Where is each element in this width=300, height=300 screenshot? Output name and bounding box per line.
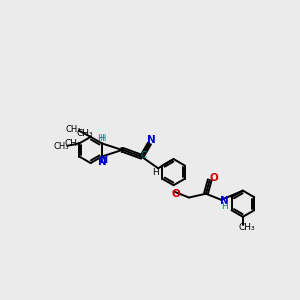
Text: CH₃: CH₃ <box>76 128 93 137</box>
Text: CH₃: CH₃ <box>65 125 81 134</box>
Text: N: N <box>99 155 107 165</box>
Text: N: N <box>98 157 106 167</box>
Text: C: C <box>140 151 146 160</box>
Text: H: H <box>152 168 159 177</box>
Text: O: O <box>209 172 218 182</box>
Text: CH₃: CH₃ <box>54 142 69 151</box>
Text: O: O <box>172 189 180 199</box>
Text: CH₃: CH₃ <box>238 223 255 232</box>
Text: H: H <box>100 134 106 143</box>
Text: H: H <box>221 202 228 211</box>
Text: H: H <box>97 134 104 142</box>
Text: N: N <box>220 196 229 206</box>
Text: CH₃: CH₃ <box>65 139 81 148</box>
Text: N: N <box>147 135 155 146</box>
